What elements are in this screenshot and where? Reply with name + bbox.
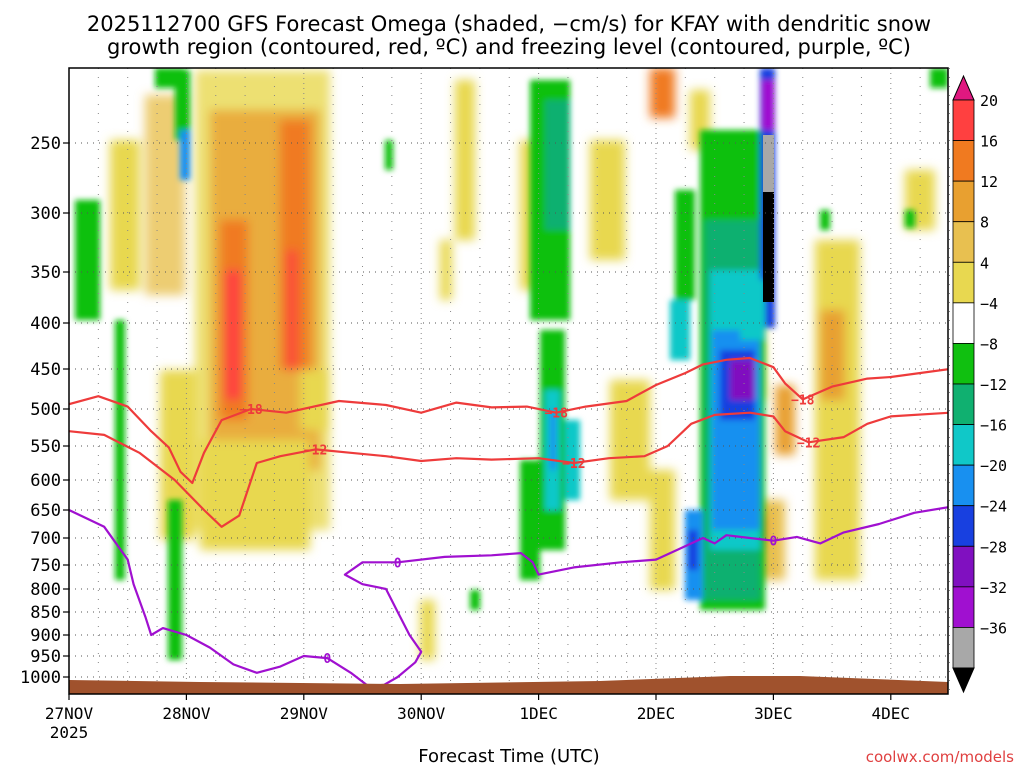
contour-label-0: 0 [769,535,777,550]
y-axis: 250 300 350 400 450 500 550 600 650 700 750 800 850 9… [20,134,69,688]
y-tick-label: 400 [30,314,61,334]
colorbar-label: 16 [980,133,998,151]
y-tick-label: 650 [30,501,61,521]
y-tick-label: 850 [30,603,61,623]
x-tick-label: 29NOV [280,704,329,723]
contour-lines [69,356,948,692]
colorbar-swatch [952,140,975,182]
contour-line--18 [69,356,948,485]
credit-text: coolwx.com/models [866,748,1014,766]
y-tick-label: 600 [30,471,61,491]
x-tick-label: 2DEC [637,704,676,723]
colorbar-swatch [952,627,975,669]
x-tick-label: 1DEC [519,704,558,723]
contour-label--18: −18 [544,407,568,422]
colorbar-swatch [952,424,975,466]
x-tick-sublabel: 2025 [50,723,89,742]
y-tick-label: 750 [30,556,61,576]
y-tick-label: 550 [30,437,61,457]
colorbar-label: −12 [980,376,1007,394]
colorbar-label: 12 [980,173,998,191]
chart-title-line1: 2025112700 GFS Forecast Omega (shaded, −… [87,12,931,36]
contour-line-0 [69,506,948,692]
colorbar-label: −32 [980,579,1007,597]
colorbar-top-arrow [952,74,975,101]
colorbar-swatch [952,586,975,628]
colorbar-label: −24 [980,498,1007,516]
colorbar-swatch [952,545,975,588]
contour-label-0: 0 [394,556,402,571]
x-tick-label: 28NOV [162,704,211,723]
colorbar-swatch [952,464,975,507]
colorbar-label: −4 [980,295,998,313]
colorbar-swatch [952,180,975,223]
warm-shading [110,68,935,660]
colorbar-label: 8 [980,214,989,232]
colorbar-label: −36 [980,619,1007,637]
x-tick-label: 30NOV [397,704,446,723]
x-tick-label: 3DEC [754,704,793,723]
contour-label--18: −18 [791,393,815,408]
strong-subsidence-core [763,135,774,302]
chart-title-line2: growth region (contoured, red, ºC) and f… [107,35,911,59]
colorbar-swatch [952,505,975,547]
y-tick-label: 700 [30,529,61,549]
colorbar-label: −16 [980,417,1007,435]
colorbar-swatch [952,302,975,344]
x-tick-label: 4DEC [872,704,911,723]
plot-area: −18 −18 −18 −12 −12 −12 0 0 0 [68,67,950,695]
y-tick-label: 250 [30,134,61,154]
y-tick-label: 900 [30,626,61,646]
contour-label--12: −12 [562,457,585,472]
colorbar-swatch [952,383,975,425]
x-axis-label: Forecast Time (UTC) [418,746,599,767]
y-tick-label: 950 [30,647,61,667]
y-tick-label: 350 [30,263,61,283]
contour-label--12: −12 [797,436,820,451]
contour-line--12 [69,411,948,528]
colorbar-label: −20 [980,457,1007,475]
colorbar: 20 16 12 8 4 −4 −8 −12 −16 −20 −24 −28 −32 −36 [952,74,1007,694]
omega-shading [75,68,948,660]
colorbar-swatch [952,221,975,263]
y-tick-label: 300 [30,204,61,224]
colorbar-label: 4 [980,254,989,272]
y-tick-label: 450 [30,360,61,380]
colorbar-bottom-arrow [952,667,975,694]
y-tick-label: 500 [30,400,61,420]
colorbar-swatch [952,261,975,304]
cool-shading [75,68,948,660]
contour-label--12: −12 [304,443,327,458]
x-tick-label: 27NOV [45,704,94,723]
colorbar-label: −8 [980,335,998,353]
colorbar-swatch [952,343,975,385]
y-tick-label: 800 [30,580,61,600]
plot-frame [68,67,949,695]
y-tick-label: 1000 [20,668,61,688]
colorbar-swatch [952,99,975,141]
terrain-ground [69,676,948,694]
contour-labels: −18 −18 −18 −12 −12 −12 0 0 0 [239,393,820,667]
colorbar-label: −28 [980,538,1007,556]
colorbar-label: 20 [980,92,998,110]
contour-label--18: −18 [239,403,263,418]
contour-label-0: 0 [323,652,331,667]
